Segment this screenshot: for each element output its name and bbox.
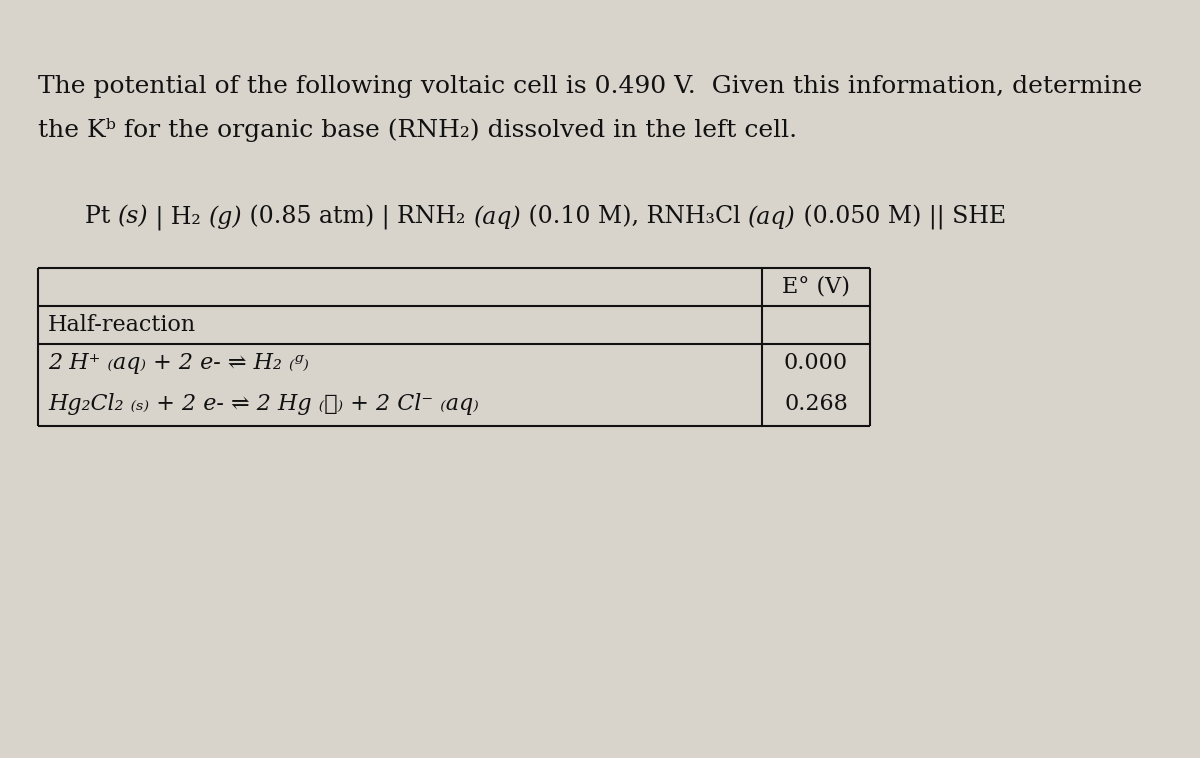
Text: | H₂: | H₂	[149, 205, 209, 230]
Text: 2 H⁺ ₍aq₎ + 2 e- ⇌ H₂ ₍ᵍ₎: 2 H⁺ ₍aq₎ + 2 e- ⇌ H₂ ₍ᵍ₎	[48, 352, 308, 374]
Text: (0.10 M), RNH₃Cl: (0.10 M), RNH₃Cl	[521, 205, 749, 228]
Text: 0.268: 0.268	[784, 393, 848, 415]
Text: Pt: Pt	[85, 205, 118, 228]
Text: (0.050 M) || SHE: (0.050 M) || SHE	[796, 205, 1007, 230]
Text: (g): (g)	[209, 205, 242, 228]
Text: Hg₂Cl₂ ₍ₛ₎ + 2 e- ⇌ 2 Hg ₍ℓ₎ + 2 Cl⁻ ₍aq₎: Hg₂Cl₂ ₍ₛ₎ + 2 e- ⇌ 2 Hg ₍ℓ₎ + 2 Cl⁻ ₍aq…	[48, 393, 479, 415]
Text: 0.000: 0.000	[784, 352, 848, 374]
Text: (s): (s)	[118, 205, 149, 228]
Text: (aq): (aq)	[749, 205, 796, 228]
Text: the Kᵇ for the organic base (RNH₂) dissolved in the left cell.: the Kᵇ for the organic base (RNH₂) disso…	[38, 118, 797, 142]
Text: (aq): (aq)	[474, 205, 521, 228]
Text: Half-reaction: Half-reaction	[48, 314, 196, 336]
Text: (0.85 atm) | RNH₂: (0.85 atm) | RNH₂	[242, 205, 474, 230]
Text: E° (V): E° (V)	[782, 276, 850, 298]
Text: The potential of the following voltaic cell is 0.490 V.  Given this information,: The potential of the following voltaic c…	[38, 75, 1142, 98]
